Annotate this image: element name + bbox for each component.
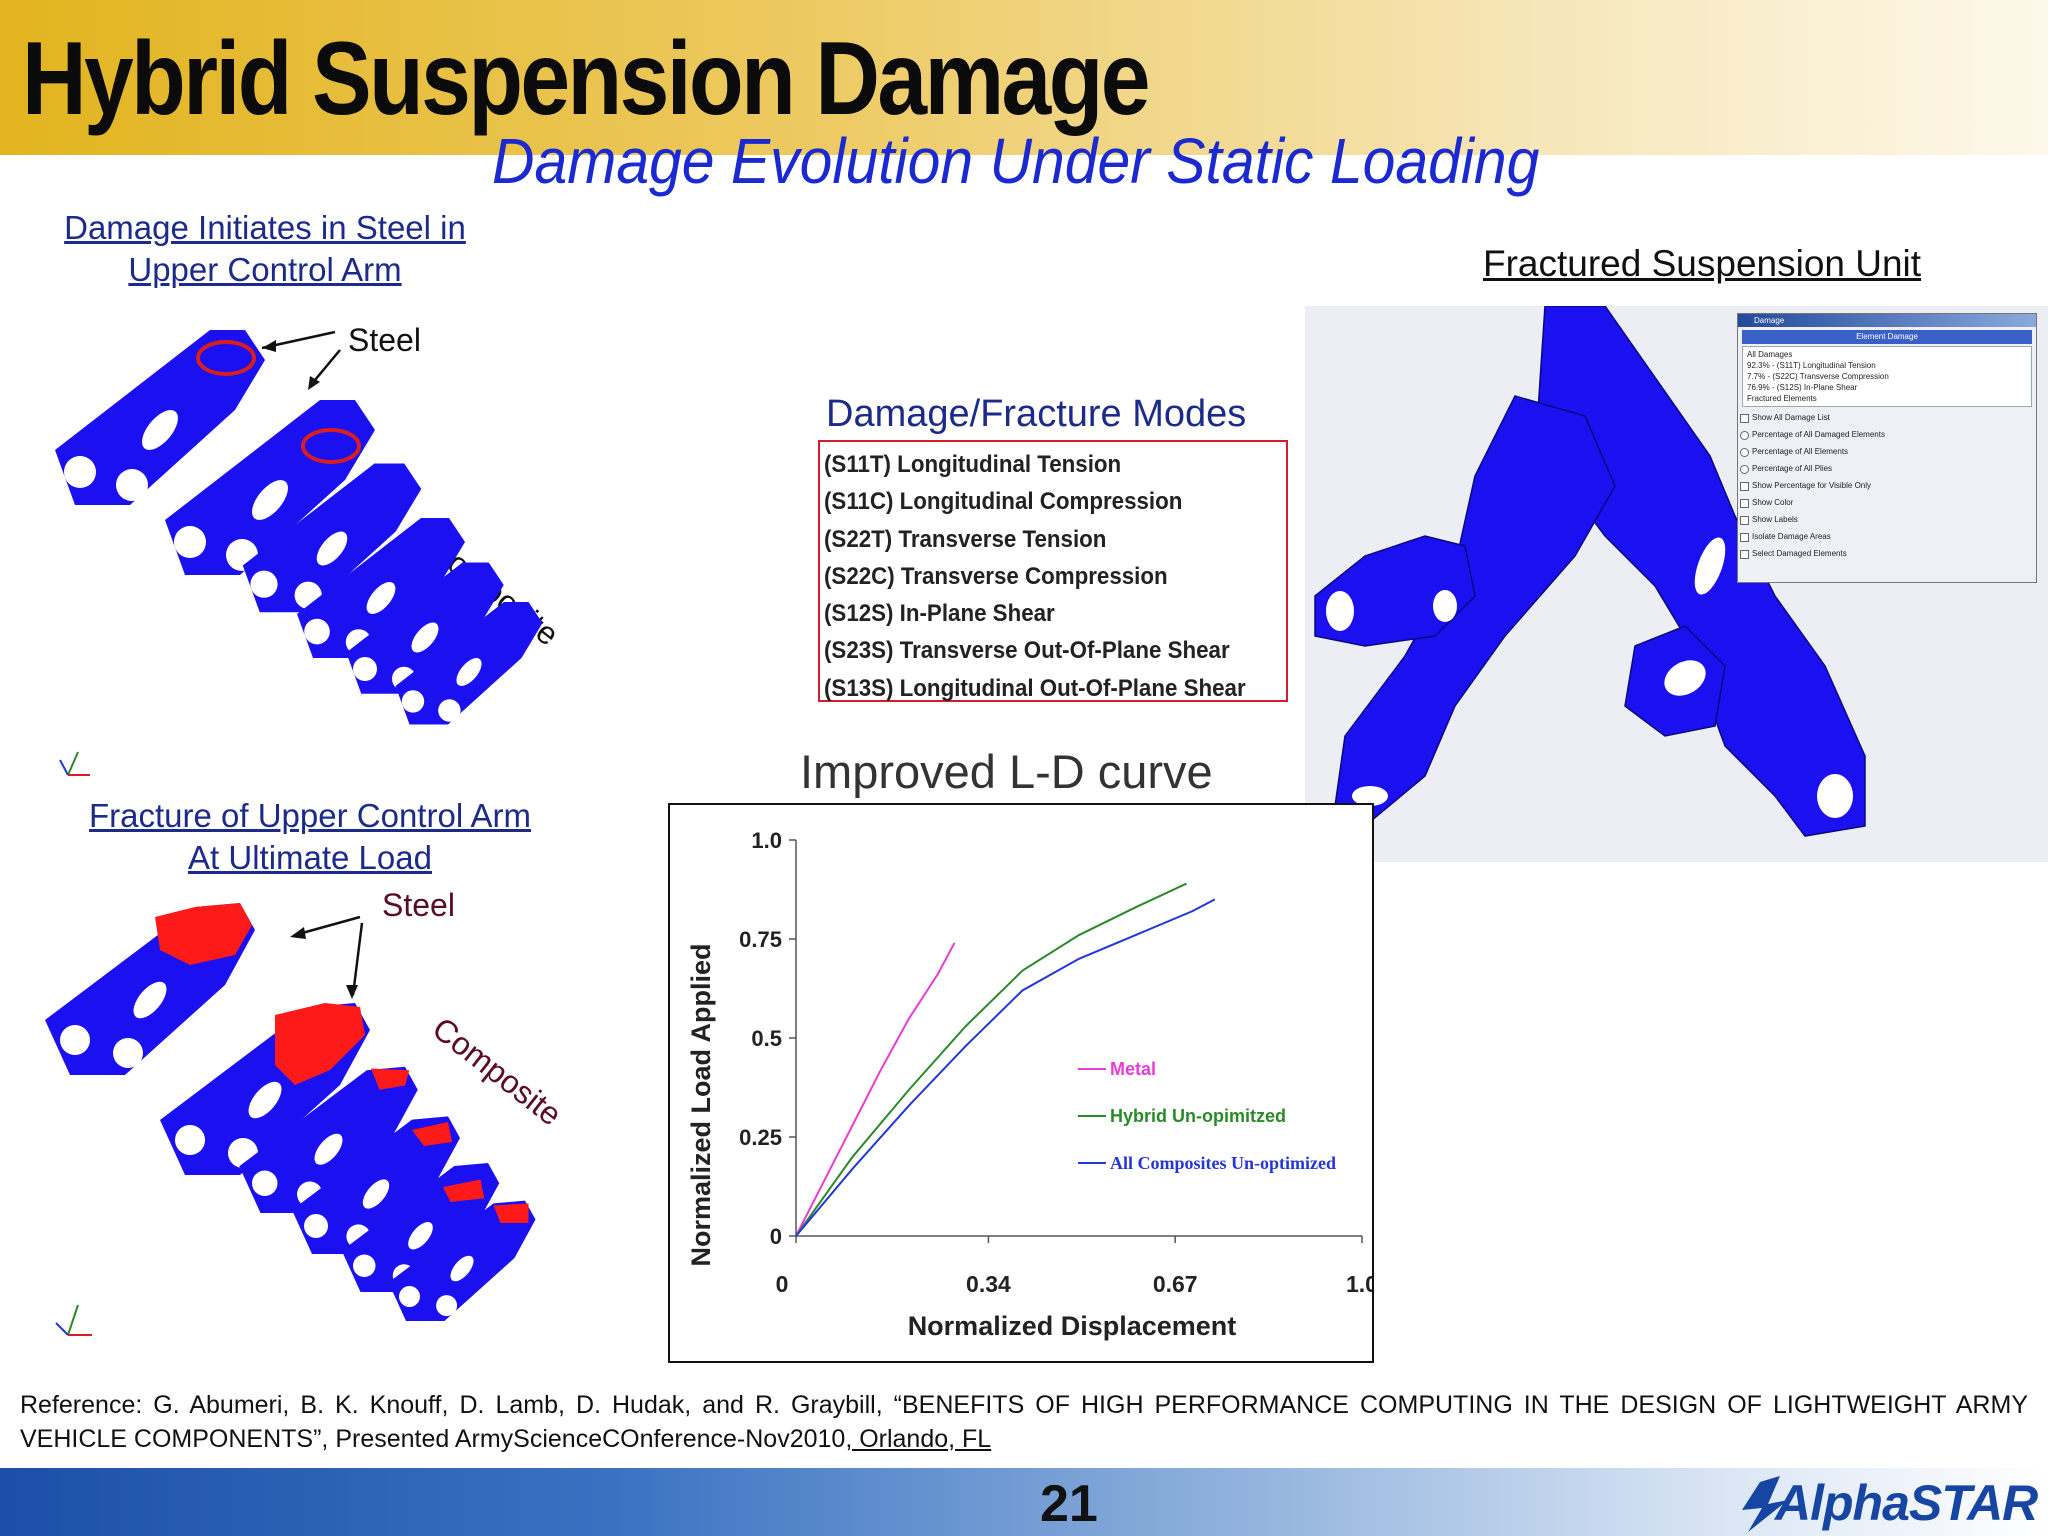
- mode-item: (S13S) Longitudinal Out-Of-Plane Shear: [824, 674, 1246, 702]
- ld-chart-frame: 0 0.34 0.67 1.0 0 0.25 0.5 0.75 1.0 Metal Hybrid …: [668, 803, 1378, 1363]
- suspension-holes: [1326, 537, 1853, 818]
- legend-label: All Composites Un-optimized: [1110, 1153, 1336, 1173]
- fractured-unit-caption: Fractured Suspension Unit: [1483, 243, 1922, 284]
- arm-part: [395, 602, 543, 725]
- x-tick-label: 0.67: [1153, 1271, 1198, 1297]
- damage-line: Fractured Elements: [1747, 394, 1817, 403]
- steel-label-bottom: Steel: [382, 887, 455, 923]
- damage-line: 7.7% - (S22C) Transverse Compression: [1747, 372, 1889, 381]
- mode-item: (S22C) Transverse Compression: [824, 562, 1168, 590]
- top-left-caption-line2: Upper Control Arm: [128, 251, 402, 288]
- chart-y-axis-label: Normalized Load Applied: [686, 943, 716, 1266]
- arm-parts-bottom: [45, 903, 536, 1321]
- slide-subtitle: Damage Evolution Under Static Loading: [492, 125, 1540, 197]
- option-isolate-damage: Isolate Damage Areas: [1738, 528, 2036, 545]
- option-percent-damaged: Percentage of All Damaged Elements: [1738, 426, 2036, 443]
- arm-parts-top: [55, 330, 543, 725]
- steel-label-top: Steel: [348, 322, 421, 358]
- option-show-color: Show Color: [1738, 494, 2036, 511]
- option-select-damaged: Select Damaged Elements: [1738, 545, 2036, 562]
- header-band: [0, 0, 2048, 155]
- damage-circle-1: [196, 340, 256, 376]
- mode-item: (S11C) Longitudinal Compression: [824, 488, 1183, 516]
- legend-label: Hybrid Un-opimitzed: [1110, 1106, 1286, 1126]
- arm-part: [346, 562, 504, 694]
- chart-axes: [795, 840, 1362, 1237]
- arm-part: [242, 463, 422, 613]
- damage-circle-2: [301, 428, 361, 464]
- x-tick-label: 1.0: [1346, 1271, 1372, 1297]
- arm-part: [165, 400, 375, 575]
- reference-text: Reference: G. Abumeri, B. K. Knouff, D. …: [20, 1391, 2028, 1453]
- y-tick-label: 0.25: [739, 1125, 782, 1150]
- top-left-caption: Damage Initiates in Steel in Upper Contr…: [40, 207, 490, 291]
- dialog-titlebar: Damage: [1738, 314, 2036, 327]
- mode-item: (S11T) Longitudinal Tension: [824, 451, 1122, 478]
- option-show-labels: Show Labels: [1738, 511, 2036, 528]
- bottom-left-caption-line1: Fracture of Upper Control Arm: [89, 797, 531, 834]
- option-visible-only: Show Percentage for Visible Only: [1738, 477, 2036, 494]
- y-tick-label: 1.0: [751, 828, 782, 853]
- page-number: 21: [1040, 1475, 1098, 1533]
- y-tick-label: 0.75: [739, 927, 782, 952]
- chart-x-axis-label: Normalized Displacement: [908, 1311, 1237, 1341]
- series-line-all-composites-un-optimized: [795, 898, 1216, 1237]
- mode-item: (S12S) In-Plane Shear: [824, 600, 1055, 628]
- damage-line: 92.3% - (S11T) Longitudinal Tension: [1747, 361, 1876, 370]
- chart-series: [795, 882, 1216, 1237]
- axis-triad-top: [59, 751, 90, 776]
- chart-ticks: 0 0.34 0.67 1.0 0 0.25 0.5 0.75 1.0: [739, 828, 1378, 1297]
- mode-item: (S23S) Transverse Out-Of-Plane Shear: [824, 637, 1230, 665]
- x-tick-label: 0.34: [966, 1271, 1011, 1297]
- arm-part: [160, 1003, 370, 1175]
- modes-title: Damage/Fracture Modes: [826, 393, 1247, 435]
- steel-arrow-3: [294, 915, 361, 937]
- bottom-left-caption: Fracture of Upper Control Arm At Ultimat…: [70, 795, 550, 879]
- slide-title: Hybrid Suspension Damage: [22, 21, 1150, 137]
- upper-arm-progression-top: [55, 330, 543, 776]
- modes-list: (S11T) Longitudinal Tension (S11C) Longi…: [818, 440, 1288, 702]
- series-line-hybrid-un-opimitzed: [795, 882, 1187, 1237]
- y-tick-label: 0.5: [751, 1026, 782, 1051]
- option-percent-elements: Percentage of All Elements: [1738, 443, 2036, 460]
- steel-arrow-4: [351, 922, 364, 996]
- bottom-left-caption-line2: At Ultimate Load: [188, 839, 432, 876]
- damage-dialog: Damage Element Damage All Damages 92.3% …: [1737, 313, 2037, 583]
- option-show-all-damage: Show All Damage List: [1738, 409, 2036, 426]
- top-left-caption-line1: Damage Initiates in Steel in: [64, 209, 466, 246]
- alphastar-logo-text: AlphaSTAR: [1775, 1475, 2038, 1531]
- legend-label: Metal: [1110, 1059, 1156, 1079]
- damage-line: All Damages: [1747, 350, 1793, 359]
- upper-arm-progression-bottom: [45, 903, 536, 1336]
- reference-citation: Reference: G. Abumeri, B. K. Knouff, D. …: [20, 1388, 2028, 1456]
- x-tick-label: 0: [776, 1271, 789, 1297]
- alphastar-logo-icon: [1742, 1476, 1788, 1532]
- series-line-metal: [795, 942, 956, 1237]
- chart-legend: Metal Hybrid Un-opimitzed All Composites U…: [1078, 1059, 1336, 1173]
- footer-band: [0, 1468, 2048, 1536]
- axis-triad-bottom: [55, 1304, 92, 1336]
- y-tick-label: 0: [770, 1224, 782, 1249]
- option-percent-plies: Percentage of All Plies: [1738, 460, 2036, 477]
- reference-location: , Orlando, FL: [845, 1425, 992, 1453]
- damage-summary-list: All Damages 92.3% - (S11T) Longitudinal …: [1742, 346, 2032, 407]
- arm-part: [388, 1200, 536, 1321]
- arm-part: [45, 903, 255, 1075]
- curve-title: Improved L-D curve: [800, 745, 1213, 798]
- dialog-header: Element Damage: [1742, 330, 2032, 344]
- mode-item: (S22T) Transverse Tension: [824, 525, 1107, 553]
- damage-line: 76.9% - (S12S) In-Plane Shear: [1747, 383, 1858, 392]
- ld-chart: 0 0.34 0.67 1.0 0 0.25 0.5 0.75 1.0 Metal Hybrid …: [686, 828, 1378, 1341]
